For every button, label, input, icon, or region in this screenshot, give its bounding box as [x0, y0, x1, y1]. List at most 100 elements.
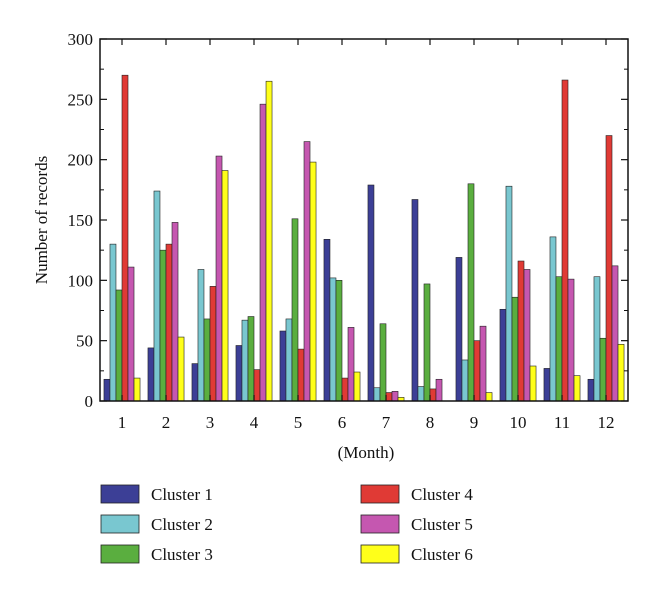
y-tick-label: 0: [85, 392, 94, 411]
bar-cluster-4-month-4: [253, 369, 261, 402]
bar-cluster-6-month-11: [573, 375, 581, 402]
bar-cluster-1-month-12: [587, 378, 595, 402]
legend-label: Cluster 4: [411, 485, 473, 504]
bar-cluster-1-month-11: [543, 368, 551, 402]
y-tick-label: 200: [68, 151, 94, 170]
bar-cluster-4-month-8: [429, 388, 437, 402]
bar-cluster-5-month-9: [479, 325, 487, 402]
bar-cluster-1-month-6: [323, 239, 331, 402]
y-tick-label: 300: [68, 30, 94, 49]
bar-cluster-1-month-3: [191, 363, 199, 402]
bar-cluster-2-month-4: [241, 319, 249, 402]
bar-cluster-6-month-10: [529, 365, 537, 402]
bar-cluster-1-month-2: [147, 347, 155, 402]
bar-cluster-3-month-7: [379, 323, 387, 402]
y-axis: 0 50 100 150 200 250 300: [68, 30, 628, 411]
bar-cluster-2-month-10: [505, 185, 513, 402]
legend-swatch-cluster-1: [100, 484, 140, 504]
bar-cluster-3-month-12: [599, 337, 607, 402]
x-tick-label: 12: [598, 413, 615, 432]
bar-cluster-3-month-8: [423, 283, 431, 402]
bar-cluster-4-month-2: [165, 243, 173, 402]
bar-cluster-5-month-10: [523, 269, 531, 402]
bar-cluster-4-month-6: [341, 377, 349, 402]
bar-cluster-5-month-3: [215, 155, 223, 402]
x-tick-label: 1: [118, 413, 127, 432]
bar-cluster-5-month-12: [611, 265, 619, 402]
legend-label: Cluster 1: [151, 485, 213, 504]
x-axis: 1 2 3 4 5 6 7 8 9 10 11 12: [118, 39, 615, 432]
bar-cluster-1-month-10: [499, 308, 507, 402]
legend-label: Cluster 3: [151, 545, 213, 564]
bar-cluster-2-month-2: [153, 190, 161, 402]
bar-cluster-4-month-1: [121, 74, 129, 402]
bar-cluster-5-month-1: [127, 266, 135, 402]
bar-cluster-4-month-9: [473, 340, 481, 402]
x-tick-label: 2: [162, 413, 171, 432]
bar-cluster-3-month-6: [335, 280, 343, 402]
bar-cluster-2-month-6: [329, 277, 337, 402]
legend-label: Cluster 2: [151, 515, 213, 534]
bar-cluster-1-month-7: [367, 184, 375, 402]
bar-cluster-6-month-5: [309, 161, 317, 402]
x-tick-label: 8: [426, 413, 435, 432]
x-tick-label: 11: [554, 413, 570, 432]
legend-swatch-cluster-5: [360, 514, 400, 534]
legend-swatch-cluster-6: [360, 544, 400, 564]
x-axis-title: (Month): [338, 443, 395, 462]
y-tick-label: 150: [68, 211, 94, 230]
bar-cluster-5-month-8: [435, 378, 443, 402]
bar-cluster-4-month-11: [561, 79, 569, 402]
bar-cluster-3-month-4: [247, 316, 255, 402]
bar-cluster-5-month-2: [171, 222, 179, 402]
bar-cluster-4-month-10: [517, 260, 525, 402]
bar-cluster-1-month-9: [455, 257, 463, 402]
bar-cluster-6-month-4: [265, 80, 273, 402]
y-tick-label: 250: [68, 90, 94, 109]
y-tick-label: 50: [76, 332, 93, 351]
bar-cluster-4-month-7: [385, 392, 393, 402]
x-tick-label: 9: [470, 413, 479, 432]
bar-cluster-5-month-6: [347, 327, 355, 402]
bar-cluster-2-month-5: [285, 318, 293, 402]
bar-cluster-1-month-5: [279, 330, 287, 402]
bar-cluster-3-month-1: [115, 289, 123, 402]
bars-layer: [103, 74, 625, 402]
bar-cluster-6-month-3: [221, 170, 229, 402]
bar-cluster-5-month-11: [567, 278, 575, 402]
bar-cluster-3-month-2: [159, 249, 167, 402]
bar-cluster-3-month-11: [555, 276, 563, 402]
bar-cluster-4-month-5: [297, 348, 305, 402]
bar-cluster-4-month-12: [605, 135, 613, 402]
x-tick-label: 7: [382, 413, 391, 432]
x-tick-label: 10: [510, 413, 527, 432]
legend: Cluster 1 Cluster 2 Cluster 3 Cluster 4 Clus…: [100, 484, 473, 564]
bar-cluster-6-month-12: [617, 343, 625, 402]
bar-cluster-6-month-2: [177, 336, 185, 402]
x-tick-label: 3: [206, 413, 215, 432]
x-tick-label: 6: [338, 413, 347, 432]
bar-cluster-1-month-1: [103, 378, 111, 402]
bar-cluster-2-month-12: [593, 276, 601, 402]
bar-cluster-2-month-1: [109, 243, 117, 402]
legend-swatch-cluster-4: [360, 484, 400, 504]
legend-swatch-cluster-3: [100, 544, 140, 564]
bar-cluster-5-month-5: [303, 141, 311, 402]
bar-cluster-1-month-8: [411, 199, 419, 402]
bar-cluster-2-month-11: [549, 236, 557, 402]
bar-cluster-3-month-5: [291, 218, 299, 402]
bar-cluster-2-month-3: [197, 269, 205, 402]
bar-cluster-3-month-10: [511, 296, 519, 402]
bar-cluster-6-month-9: [485, 392, 493, 402]
x-tick-label: 4: [250, 413, 259, 432]
bar-cluster-3-month-9: [467, 183, 475, 402]
bar-cluster-2-month-7: [373, 387, 381, 402]
bar-cluster-1-month-4: [235, 345, 243, 402]
y-tick-label: 100: [68, 271, 94, 290]
bar-cluster-3-month-3: [203, 318, 211, 402]
bar-cluster-5-month-4: [259, 103, 267, 402]
legend-swatch-cluster-2: [100, 514, 140, 534]
bar-cluster-2-month-9: [461, 359, 469, 402]
bar-cluster-2-month-8: [417, 386, 425, 402]
